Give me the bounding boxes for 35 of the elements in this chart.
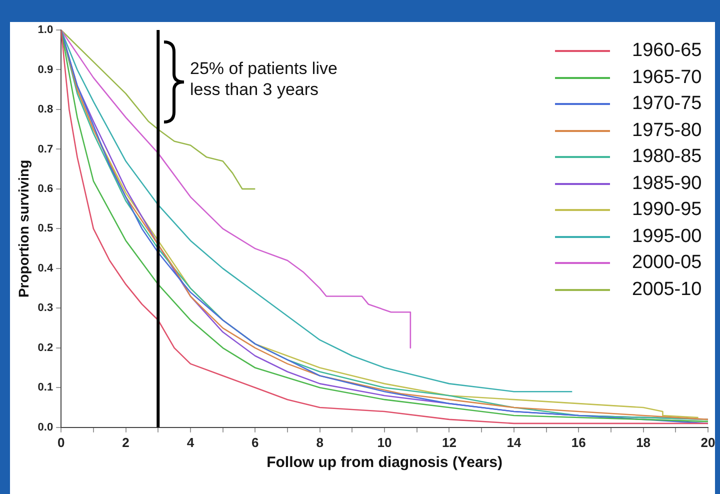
- y-tick-label: 0.2: [38, 342, 54, 354]
- legend-label: 1975-80: [632, 120, 702, 142]
- y-tick-label: 0.0: [38, 421, 54, 434]
- x-tick-label: 6: [252, 434, 259, 450]
- legend-label: 1990-95: [632, 199, 702, 222]
- legend-label: 1960-65: [632, 40, 702, 62]
- x-tick-label: 8: [316, 434, 324, 450]
- legend-label: 1985-90: [632, 172, 702, 195]
- y-tick-label: 0.3: [38, 302, 54, 314]
- legend-label: 1965-70: [632, 66, 702, 89]
- y-tick-label: 0.5: [38, 222, 54, 235]
- x-tick-label: 14: [506, 434, 522, 450]
- x-tick-label: 16: [571, 434, 586, 450]
- y-axis-title: Proportion surviving: [15, 160, 32, 298]
- x-axis-title: Follow up from diagnosis (Years): [266, 454, 502, 472]
- legend-label: 1980-85: [632, 146, 702, 168]
- y-tick-label: 0.6: [38, 182, 54, 195]
- y-tick-label: 0.1: [38, 382, 54, 394]
- x-tick-label: 12: [442, 434, 456, 450]
- y-tick-label: 0.7: [38, 143, 54, 156]
- legend-label: 1970-75: [632, 93, 702, 116]
- y-tick-label: 0.9: [38, 64, 54, 76]
- legend-label: 2005-10: [632, 278, 702, 301]
- legend-label: 1995-00: [632, 226, 702, 248]
- y-tick-label: 0.8: [38, 104, 54, 116]
- x-tick-label: 20: [700, 434, 716, 450]
- x-tick-label: 2: [122, 434, 130, 450]
- x-tick-label: 0: [57, 434, 65, 450]
- x-tick-label: 4: [186, 434, 195, 450]
- y-tick-label: 0.4: [38, 262, 54, 274]
- legend-label: 2000-05: [632, 252, 702, 274]
- y-tick-label: 1.0: [38, 24, 54, 36]
- x-tick-label: 18: [636, 434, 651, 450]
- annotation: 25% of patients live less than 3 years: [190, 58, 338, 100]
- x-tick-label: 10: [377, 434, 392, 450]
